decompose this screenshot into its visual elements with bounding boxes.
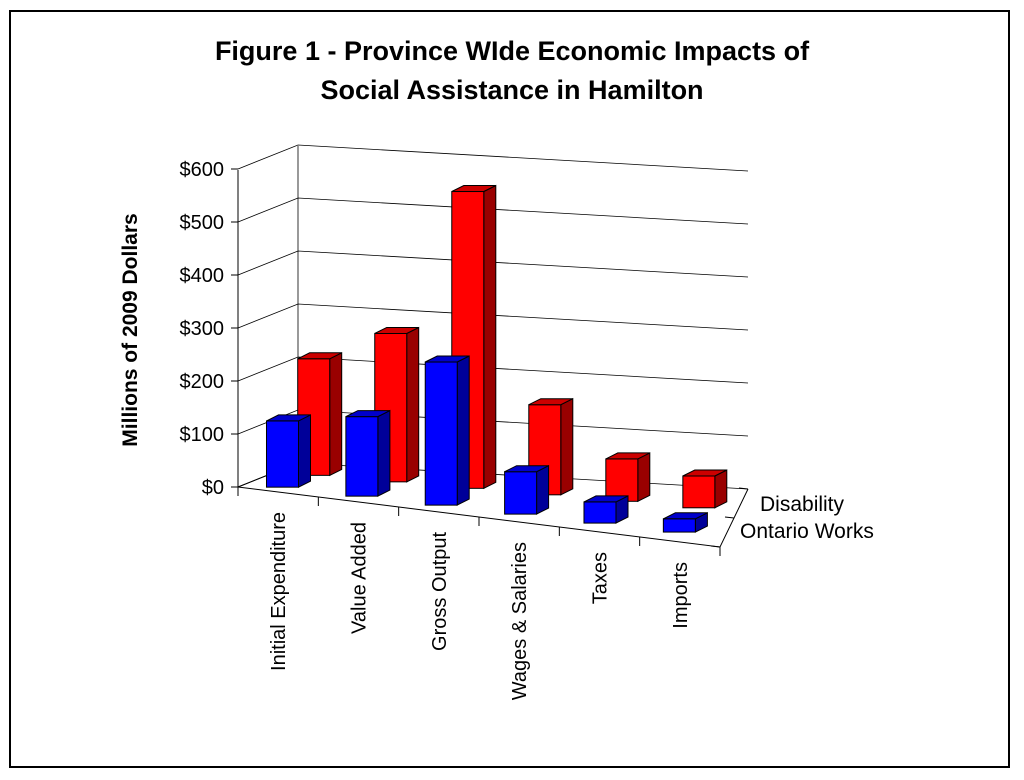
y-tick-label: $300 bbox=[180, 318, 225, 340]
x-category-label: Value Added bbox=[349, 522, 371, 634]
series-label-ontario-works: Ontario Works bbox=[740, 520, 874, 543]
axis-labels: $0 $100 $200 $300 $400 $500 $600 Initial Expend… bbox=[119, 159, 874, 700]
ontario-works-bar bbox=[583, 495, 629, 524]
ontario-works-bars bbox=[265, 355, 708, 533]
y-axis-title: Millions of 2009 Dollars bbox=[119, 213, 142, 446]
depth-tick bbox=[710, 545, 721, 548]
x-category-label: Gross Output bbox=[429, 532, 451, 651]
disability-bar bbox=[605, 452, 651, 503]
chart-frame bbox=[9, 10, 1010, 768]
depth-tick bbox=[724, 516, 735, 519]
chart-title: Figure 1 - Province WIde Economic Impact… bbox=[0, 32, 1024, 110]
chart-title-line-1: Figure 1 - Province WIde Economic Impact… bbox=[214, 36, 810, 66]
y-tick-label: $100 bbox=[180, 424, 225, 446]
y-tick-label: $500 bbox=[180, 212, 225, 234]
y-tick-label: $400 bbox=[180, 265, 225, 287]
ontario-works-bar bbox=[504, 464, 550, 515]
disability-bar bbox=[682, 469, 728, 509]
series-label-disability: Disability bbox=[760, 493, 845, 516]
ontario-works-bar bbox=[345, 409, 391, 497]
gridline bbox=[237, 144, 749, 172]
ontario-works-bar bbox=[424, 355, 470, 506]
ontario-works-bar bbox=[265, 414, 311, 489]
depth-tick bbox=[738, 487, 749, 490]
ontario-works-bar bbox=[662, 511, 708, 533]
x-category-label: Initial Expenditure bbox=[268, 512, 290, 671]
y-tick-label: $600 bbox=[180, 159, 225, 181]
x-category-label: Taxes bbox=[590, 552, 612, 604]
x-category-label: Wages & Salaries bbox=[509, 542, 531, 700]
chart-title-line-2: Social Assistance in Hamilton bbox=[320, 75, 704, 105]
x-category-label: Imports bbox=[670, 562, 692, 629]
y-tick-label: $200 bbox=[180, 371, 225, 393]
y-tick-label: $0 bbox=[202, 477, 224, 499]
